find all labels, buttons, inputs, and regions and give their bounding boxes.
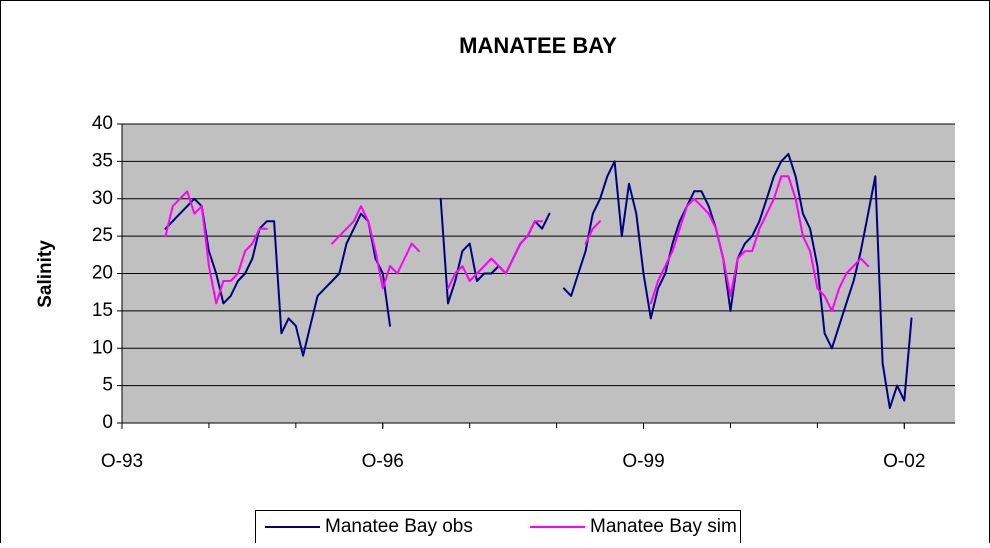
y-tick-label: 20 [92, 263, 113, 284]
y-tick-label: 25 [92, 225, 113, 246]
legend-label: Manatee Bay sim [590, 516, 737, 537]
y-tick-label: 10 [92, 337, 113, 358]
y-tick-label: 40 [92, 113, 113, 134]
legend-box [255, 510, 741, 548]
y-tick-label: 30 [92, 188, 113, 209]
y-axis-label: Salinity [35, 240, 56, 308]
y-tick-label: 35 [92, 150, 113, 171]
x-tick-label: O-99 [622, 451, 664, 472]
x-tick-label: O-96 [362, 451, 404, 472]
x-tick-label: O-02 [883, 451, 925, 472]
chart-title: MANATEE BAY [459, 33, 617, 58]
series-line [164, 175, 870, 312]
y-tick-label: 15 [92, 300, 113, 321]
y-tick-label: 5 [102, 375, 113, 396]
y-tick-label: 0 [102, 412, 113, 433]
x-tick-label: O-93 [101, 451, 143, 472]
legend-label: Manatee Bay obs [325, 516, 473, 537]
